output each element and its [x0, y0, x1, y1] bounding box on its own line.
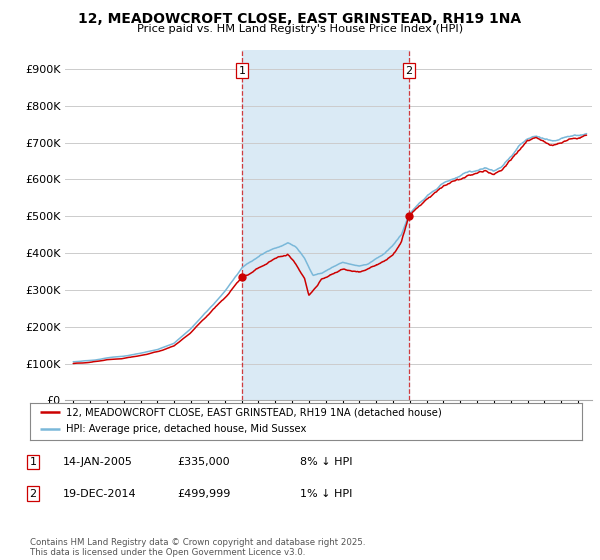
- Text: 2: 2: [406, 66, 413, 76]
- Text: 2: 2: [29, 489, 37, 499]
- Text: Contains HM Land Registry data © Crown copyright and database right 2025.
This d: Contains HM Land Registry data © Crown c…: [30, 538, 365, 557]
- Text: £499,999: £499,999: [177, 489, 230, 499]
- Text: Price paid vs. HM Land Registry's House Price Index (HPI): Price paid vs. HM Land Registry's House …: [137, 24, 463, 34]
- Text: HPI: Average price, detached house, Mid Sussex: HPI: Average price, detached house, Mid …: [66, 424, 306, 435]
- Text: 12, MEADOWCROFT CLOSE, EAST GRINSTEAD, RH19 1NA (detached house): 12, MEADOWCROFT CLOSE, EAST GRINSTEAD, R…: [66, 407, 442, 417]
- Text: 19-DEC-2014: 19-DEC-2014: [63, 489, 137, 499]
- Bar: [242, 50, 409, 400]
- Text: 1% ↓ HPI: 1% ↓ HPI: [300, 489, 352, 499]
- Text: 1: 1: [239, 66, 245, 76]
- Text: 8% ↓ HPI: 8% ↓ HPI: [300, 457, 353, 467]
- Text: 12, MEADOWCROFT CLOSE, EAST GRINSTEAD, RH19 1NA: 12, MEADOWCROFT CLOSE, EAST GRINSTEAD, R…: [79, 12, 521, 26]
- Text: 14-JAN-2005: 14-JAN-2005: [63, 457, 133, 467]
- Text: £335,000: £335,000: [177, 457, 230, 467]
- Text: 1: 1: [29, 457, 37, 467]
